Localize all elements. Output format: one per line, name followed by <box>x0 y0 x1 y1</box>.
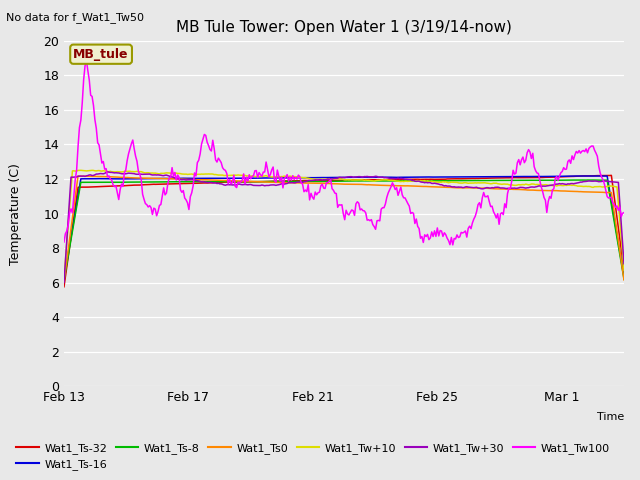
Text: No data for f_Wat1_Tw50: No data for f_Wat1_Tw50 <box>6 12 145 23</box>
Text: MB_tule: MB_tule <box>74 48 129 60</box>
Legend: Wat1_Ts-32, Wat1_Ts-16, Wat1_Ts-8, Wat1_Ts0, Wat1_Tw+10, Wat1_Tw+30, Wat1_Tw100: Wat1_Ts-32, Wat1_Ts-16, Wat1_Ts-8, Wat1_… <box>12 438 614 474</box>
Title: MB Tule Tower: Open Water 1 (3/19/14-now): MB Tule Tower: Open Water 1 (3/19/14-now… <box>176 21 512 36</box>
Text: Time: Time <box>596 412 624 422</box>
Y-axis label: Temperature (C): Temperature (C) <box>9 163 22 264</box>
